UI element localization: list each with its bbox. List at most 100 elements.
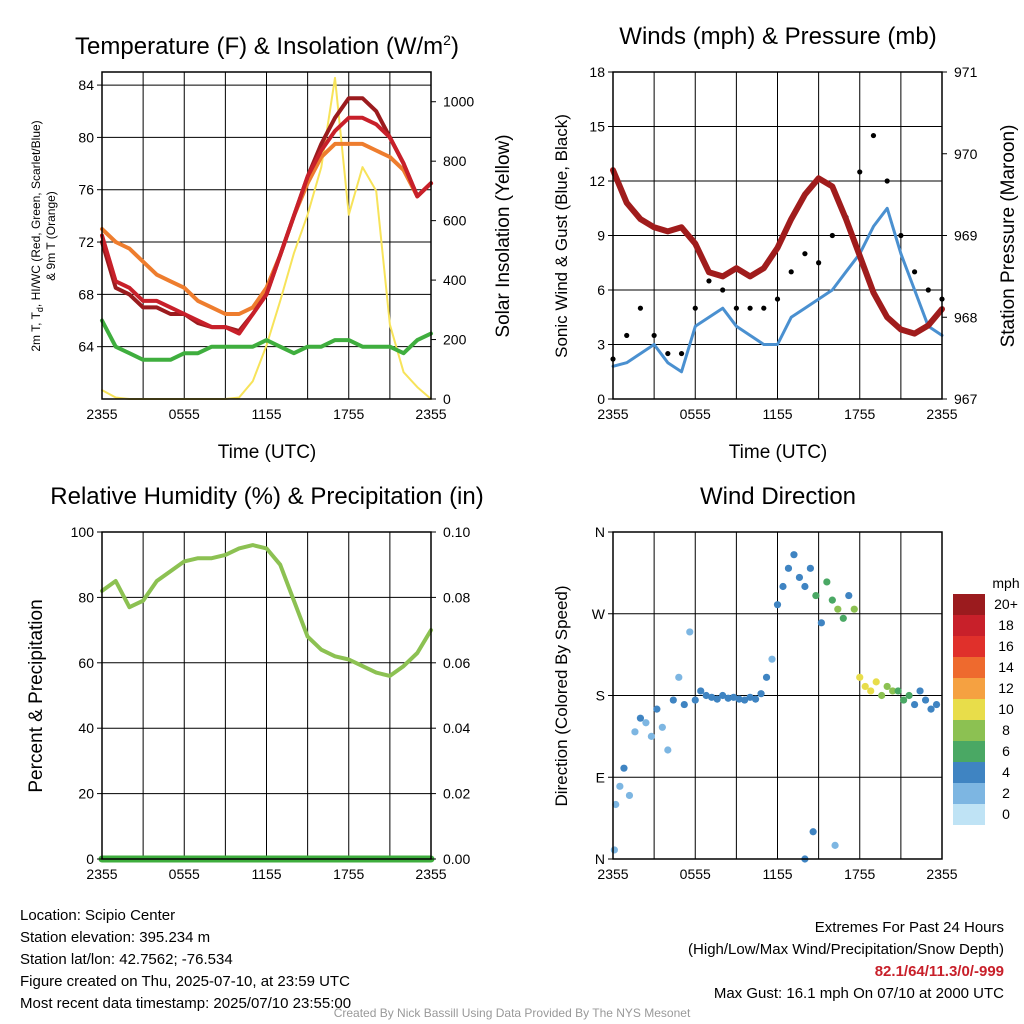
- direction-point: [921, 696, 930, 704]
- direction-point: [828, 596, 836, 604]
- legend-swatch: [953, 804, 985, 825]
- temperature-plot-frame: [101, 71, 432, 400]
- winds-y2-tick-label: 970: [954, 146, 978, 162]
- direction-point: [809, 828, 817, 836]
- legend-label: 12: [998, 680, 1014, 696]
- direction-point: [795, 573, 804, 582]
- legend-swatch: [953, 678, 985, 699]
- legend-label: 20+: [994, 596, 1018, 612]
- humidity-y-tick-label: 60: [78, 655, 94, 671]
- temperature-y-left-label-line2: & 9m T (Orange): [44, 191, 58, 281]
- legend-swatch: [953, 615, 985, 636]
- direction-point: [616, 782, 624, 790]
- winds-title: Winds (mph) & Pressure (mb): [619, 23, 936, 50]
- legend-label: 14: [998, 659, 1014, 675]
- winds-x-tick-label: 2355: [926, 406, 957, 422]
- winds-y-tick-label: 15: [589, 119, 605, 135]
- gust-point: [857, 169, 863, 175]
- humidity-y2-tick-label: 0.10: [443, 524, 470, 540]
- temperature-y2-tick-label: 600: [443, 213, 467, 229]
- gust-point: [624, 332, 630, 339]
- gust-point: [802, 251, 808, 257]
- direction-point: [817, 619, 825, 627]
- extremes-title: Extremes For Past 24 Hours: [814, 919, 1004, 936]
- winds-y2-tick-label: 967: [954, 391, 978, 407]
- temperature-y-tick-label: 72: [78, 234, 94, 250]
- gust-point: [692, 305, 698, 311]
- winds-y-right-label: Station Pressure (Maroon): [998, 125, 1019, 348]
- winds-x-tick-label: 1755: [844, 406, 875, 422]
- gust-point: [637, 305, 644, 311]
- gust-point: [774, 296, 781, 302]
- direction-point: [823, 578, 831, 586]
- legend-title: mph: [992, 575, 1019, 591]
- winds-panel: Winds (mph) & Pressure (mb) 2355 0555 1155…: [552, 23, 1019, 463]
- humidity-y-tick-label: 0: [86, 851, 94, 867]
- humidity-x-tick-label: 1755: [333, 866, 364, 882]
- direction-point: [653, 705, 661, 713]
- winds-y2-tick-label: 971: [954, 64, 978, 80]
- gust-point: [816, 260, 822, 266]
- direction-point: [746, 693, 754, 701]
- direction-point: [669, 696, 677, 704]
- temperature-y-tick-label: 80: [78, 129, 94, 145]
- temperature-x-label: Time (UTC): [218, 442, 317, 463]
- station-info: Location: Scipio Center Station elevatio…: [20, 905, 351, 1015]
- temperature-title: Temperature (F) & Insolation (W/m2): [75, 32, 459, 60]
- winds-y2-tick-label: 969: [954, 228, 978, 244]
- direction-point: [664, 746, 672, 754]
- station-location: Location: Scipio Center: [20, 907, 176, 924]
- direction-point: [719, 691, 727, 700]
- direction-point: [702, 691, 710, 700]
- direction-point: [636, 714, 645, 722]
- legend-swatch: [953, 720, 985, 741]
- direction-point: [801, 582, 809, 591]
- series-2m-t: [100, 115, 433, 336]
- station-latlon: Station lat/lon: 42.7562; -76.534: [20, 951, 233, 968]
- gust-point: [733, 305, 739, 311]
- gust-point: [788, 269, 794, 275]
- winds-x-label: Time (UTC): [729, 442, 828, 463]
- legend-label: 2: [1002, 785, 1010, 801]
- direction-point: [867, 687, 875, 695]
- direction-x-tick-label: 2355: [597, 866, 628, 882]
- direction-point: [631, 728, 639, 736]
- direction-point: [730, 693, 738, 701]
- gust-point: [747, 305, 753, 311]
- temperature-y-left-label: 2m T, Td, HI/WC (Red, Green, Scarlet/Blu…: [29, 120, 45, 351]
- legend-swatch: [953, 657, 985, 678]
- temperature-y2-tick-label: 400: [443, 272, 467, 288]
- direction-point: [691, 696, 699, 704]
- gust-point: [884, 178, 890, 184]
- direction-point: [850, 605, 858, 613]
- max-gust: Max Gust: 16.1 mph On 07/10 at 2000 UTC: [713, 985, 1004, 1002]
- direction-point: [713, 695, 721, 703]
- humidity-y2-tick-label: 0.08: [443, 589, 470, 605]
- temperature-y2-tick-label: 200: [443, 332, 467, 348]
- temperature-x-tick-label: 2355: [415, 406, 446, 422]
- gust-point: [829, 232, 835, 239]
- direction-point: [642, 719, 650, 727]
- series-9m-t: [100, 141, 433, 316]
- humidity-y-left-label: Percent & Precipitation: [26, 599, 47, 792]
- direction-point: [658, 723, 666, 731]
- direction-point: [806, 564, 815, 572]
- series-relative-humidity: [100, 543, 433, 678]
- direction-point: [779, 582, 787, 591]
- direction-point: [927, 705, 935, 713]
- humidity-x-tick-label: 0555: [169, 866, 200, 882]
- direction-point: [762, 673, 771, 681]
- winds-x-tick-label: 2355: [597, 406, 628, 422]
- recent-timestamp: Most recent data timestamp: 2025/07/10 2…: [20, 995, 352, 1012]
- humidity-y-tick-label: 80: [78, 589, 94, 605]
- direction-point: [883, 682, 891, 691]
- humidity-y-tick-label: 20: [78, 786, 94, 802]
- direction-x-tick-label: 0555: [680, 866, 711, 882]
- temperature-y-tick-label: 84: [78, 77, 94, 93]
- legend-swatch: [953, 762, 985, 783]
- temperature-x-tick-label: 0555: [169, 406, 200, 422]
- direction-y-tick-label: W: [592, 606, 606, 622]
- legend-label: 8: [1002, 722, 1010, 738]
- legend-swatch: [953, 636, 985, 657]
- humidity-y2-tick-label: 0.00: [443, 851, 470, 867]
